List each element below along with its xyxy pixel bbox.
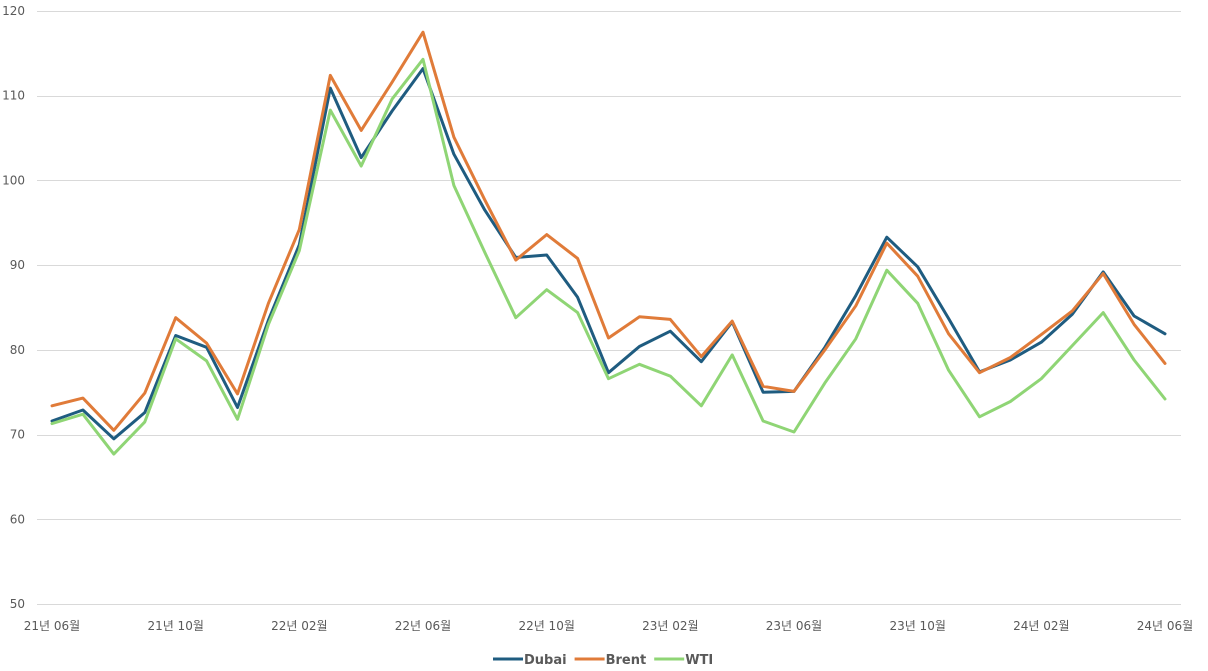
legend-label: Dubai	[524, 653, 567, 668]
x-tick-label: 22년 10월	[518, 619, 574, 633]
legend-label: WTI	[685, 653, 713, 668]
x-tick-label: 24년 06월	[1137, 619, 1193, 633]
legend-item-dubai: Dubai	[493, 653, 567, 668]
y-tick-label: 120	[2, 4, 25, 18]
legend-item-brent: Brent	[574, 653, 647, 668]
x-tick-label: 23년 06월	[766, 619, 822, 633]
x-tick-label: 24년 02월	[1013, 619, 1069, 633]
y-tick-label: 100	[2, 173, 25, 187]
y-tick-label: 90	[10, 258, 25, 272]
x-tick-label: 22년 06월	[395, 619, 451, 633]
x-tick-label: 21년 10월	[147, 619, 203, 633]
y-tick-label: 70	[10, 428, 25, 442]
x-tick-label: 23년 02월	[642, 619, 698, 633]
y-tick-label: 50	[10, 597, 25, 611]
series-line-brent	[50, 30, 1167, 432]
x-tick-label: 21년 06월	[24, 619, 80, 633]
x-tick-label: 22년 02월	[271, 619, 327, 633]
legend: Dubai Brent WTI	[493, 653, 713, 668]
legend-label: Brent	[606, 653, 647, 668]
y-tick-label: 80	[10, 343, 25, 357]
series-line-wti	[50, 57, 1167, 456]
series-lines	[50, 30, 1167, 456]
x-axis-tick-labels: 21년 06월 21년 10월 22년 02월 22년 06월 22년 10월 23년 0…	[24, 619, 1193, 633]
y-axis-tick-labels: 50 60 70 80 90 100 110 120	[2, 4, 25, 611]
legend-item-wti: WTI	[654, 653, 713, 668]
x-tick-label: 23년 10월	[889, 619, 945, 633]
gridlines	[37, 11, 1181, 605]
y-tick-label: 60	[10, 512, 25, 526]
y-tick-label: 110	[2, 89, 25, 103]
